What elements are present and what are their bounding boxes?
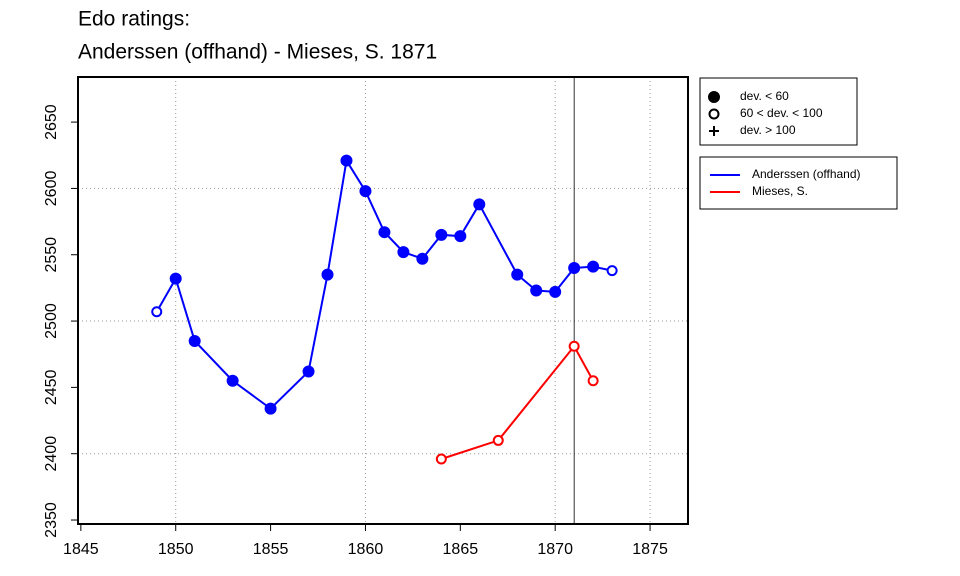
x-tick-label: 1850 [158, 541, 194, 558]
y-tick-label: 2400 [43, 436, 60, 472]
x-tick-label: 1870 [537, 541, 573, 558]
data-point [454, 230, 467, 243]
data-point [568, 262, 581, 275]
legend-symbol [708, 91, 720, 103]
data-point [169, 272, 182, 285]
y-tick-label: 2650 [43, 104, 60, 140]
data-point [587, 375, 599, 387]
data-point [151, 306, 163, 318]
data-point [226, 374, 239, 387]
data-point [587, 260, 600, 273]
y-tick-label: 2450 [43, 369, 60, 405]
data-point [492, 434, 504, 446]
x-tick-label: 1845 [63, 541, 99, 558]
data-point [397, 246, 410, 259]
data-point [606, 265, 618, 277]
series-legend-box [699, 156, 898, 210]
y-tick-label: 2600 [43, 171, 60, 207]
y-tick-label: 2350 [43, 502, 60, 538]
series-line [155, 157, 613, 410]
data-point [416, 252, 429, 265]
marker-legend-box [699, 77, 858, 146]
data-point [340, 154, 353, 167]
data-point [359, 185, 372, 198]
data-point [530, 284, 543, 297]
x-tick-label: 1855 [253, 541, 289, 558]
legend-label: 60 < dev. < 100 [740, 106, 823, 120]
data-point [378, 226, 391, 239]
chart-title: Edo ratings: [78, 8, 190, 31]
legend-label: Anderssen (offhand) [752, 167, 861, 181]
x-tick-label: 1860 [348, 541, 384, 558]
data-point [302, 365, 315, 378]
data-point [549, 285, 562, 298]
y-tick-label: 2550 [43, 237, 60, 273]
x-tick-label: 1865 [443, 541, 479, 558]
chart-subtitle: Anderssen (offhand) - Mieses, S. 1871 [78, 41, 437, 64]
data-point [435, 228, 448, 241]
y-tick-label: 2500 [43, 303, 60, 339]
data-point [473, 198, 486, 211]
data-point [188, 334, 201, 347]
data-point [568, 340, 580, 352]
legend-label: dev. < 60 [740, 89, 789, 103]
legend-symbol [708, 108, 720, 120]
data-point [264, 402, 277, 415]
legend-symbol [709, 126, 719, 136]
x-tick-label: 1875 [632, 541, 668, 558]
legend-label: dev. > 100 [740, 123, 796, 137]
data-point [321, 268, 334, 281]
data-point [511, 268, 524, 281]
series-line [441, 344, 595, 460]
legend-label: Mieses, S. [752, 184, 808, 198]
data-point [435, 453, 447, 465]
plot-frame [77, 76, 689, 525]
